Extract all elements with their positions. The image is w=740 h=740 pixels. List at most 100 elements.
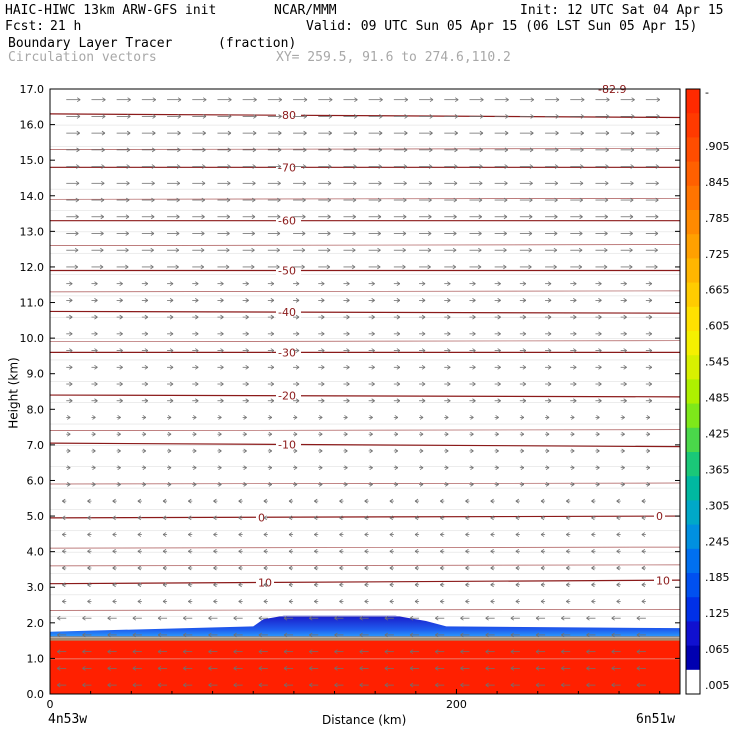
vector-head [371, 298, 375, 303]
vector-head [339, 498, 343, 504]
vector-head [566, 498, 570, 504]
vector-head [561, 649, 565, 654]
vector-head [309, 632, 313, 638]
vector-head [74, 247, 79, 253]
vector-head [283, 649, 288, 654]
vector-head [540, 515, 545, 521]
vector-head [547, 364, 552, 370]
vector-head [188, 548, 192, 554]
vector-head [295, 381, 300, 387]
vector-head [351, 264, 356, 270]
vector-head [389, 599, 394, 604]
vector-head [328, 164, 332, 169]
vector-head [238, 532, 242, 537]
vector-head [82, 649, 86, 654]
vector-head [202, 114, 207, 119]
vector-head [371, 348, 375, 353]
vector-head [573, 281, 577, 287]
vector-head [252, 164, 256, 169]
vector-head [352, 231, 356, 236]
vector-head [369, 448, 373, 454]
vector-head [169, 298, 174, 303]
vector-head [76, 114, 81, 119]
vector-head [409, 682, 414, 688]
vector-head [157, 666, 162, 671]
colorbar-segment [686, 452, 700, 477]
vector-head [309, 615, 313, 621]
vector-head [490, 548, 494, 554]
contour-label: -70 [278, 161, 296, 174]
vector-head [371, 331, 375, 337]
vector-head [125, 214, 130, 220]
vector-head [630, 164, 634, 169]
vector-head [69, 298, 73, 303]
vector-head [353, 130, 358, 136]
vector-head [414, 548, 419, 554]
vector-head [629, 197, 634, 203]
vector-head [654, 264, 658, 270]
vector-head [470, 448, 474, 454]
vector-head [359, 682, 363, 688]
vector-head [427, 231, 432, 236]
vector-head [371, 381, 375, 387]
vector-head [195, 314, 199, 320]
vector-head [646, 448, 651, 454]
vector-head [428, 214, 432, 220]
vector-head [389, 515, 394, 521]
vector-head [233, 632, 237, 638]
vector-head [188, 532, 192, 537]
vector-head [157, 649, 162, 654]
vector-head [528, 264, 532, 270]
vector-head [440, 599, 444, 604]
contour-label-bg [276, 264, 301, 277]
vector-head [440, 565, 444, 571]
vector-head [92, 415, 96, 420]
vector-head [346, 381, 350, 387]
contour-label: -60 [278, 215, 296, 228]
vector-head [119, 314, 123, 320]
vector-head [208, 632, 212, 638]
vector-head [510, 649, 515, 654]
vector-head [150, 231, 155, 236]
x-tick-label: 0 [47, 698, 54, 711]
colorbar-segment [686, 306, 700, 332]
vector-head [598, 398, 602, 404]
vector-head [144, 314, 149, 320]
vector-head [445, 415, 449, 420]
vector-head [270, 331, 275, 337]
vector-head [429, 97, 434, 103]
vector-head [245, 398, 249, 404]
vector-head [611, 649, 615, 654]
vector-head [270, 314, 275, 320]
vector-head [495, 482, 499, 487]
vector-head [127, 114, 131, 119]
vector-head [454, 97, 459, 103]
vector-head [188, 565, 192, 571]
y-tick-label: 5.0 [27, 510, 45, 523]
vector-head [293, 482, 298, 487]
vector-head [630, 147, 635, 153]
vector-head [591, 548, 595, 554]
vector-head [578, 264, 583, 270]
colorbar-label: .425 [705, 427, 730, 440]
vector-head [100, 247, 104, 253]
vector-head [213, 532, 217, 537]
vector-head [101, 147, 105, 153]
vector-head [295, 298, 300, 303]
vector-head [497, 398, 501, 404]
vector-head [69, 348, 73, 353]
vector-head [636, 649, 641, 654]
vector-head [403, 180, 407, 186]
vector-head [175, 231, 180, 236]
vector-head [630, 130, 635, 136]
vector-head [112, 565, 116, 571]
vector-head [238, 565, 242, 571]
vector-head [100, 197, 105, 203]
vector-head [540, 599, 545, 604]
vector-head [540, 548, 545, 554]
vector-head [394, 448, 399, 454]
vector-head [69, 398, 73, 404]
vector-head [579, 214, 583, 220]
vector-head [535, 649, 540, 654]
